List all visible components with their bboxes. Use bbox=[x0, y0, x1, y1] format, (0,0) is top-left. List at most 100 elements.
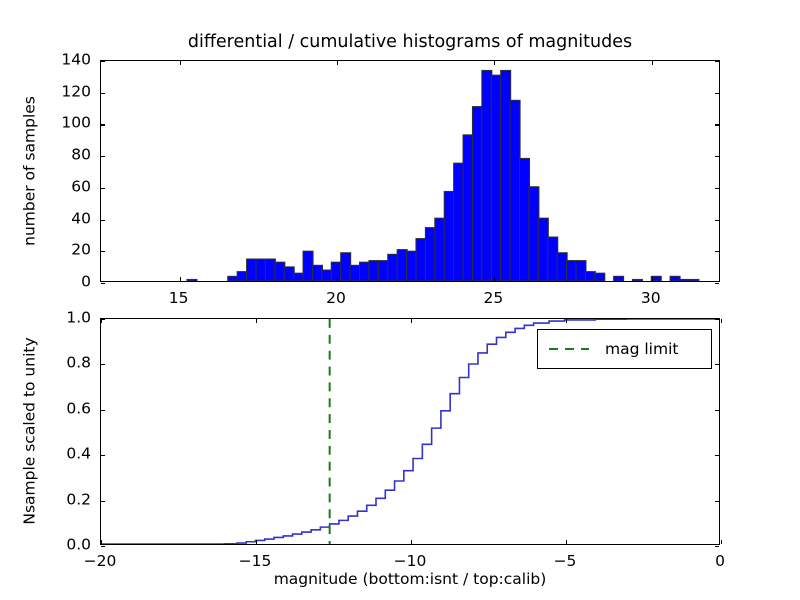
legend-label-mag-limit: mag limit bbox=[605, 340, 679, 358]
histogram-bar bbox=[274, 261, 286, 281]
x-tick-top-axis bbox=[179, 61, 181, 65]
bottom-x-axis-label: magnitude (bottom:isnt / top:calib) bbox=[273, 570, 547, 588]
x-tick-label: 20 bbox=[326, 289, 346, 307]
histogram-bar bbox=[434, 217, 446, 281]
x-tick-top-axis bbox=[651, 61, 653, 65]
y-tick-label: 100 bbox=[61, 113, 91, 132]
histogram-bar bbox=[613, 275, 625, 281]
bottom-plot-area bbox=[101, 319, 719, 544]
y-tick-label: 40 bbox=[71, 208, 91, 227]
histogram-bar bbox=[650, 275, 662, 281]
histogram-bar bbox=[471, 106, 483, 281]
histogram-bar bbox=[321, 269, 333, 281]
x-tick-bottom-axis bbox=[494, 277, 496, 281]
x-tick-bottom-axis bbox=[337, 277, 339, 281]
x-tick-top-axis bbox=[101, 319, 103, 323]
x-tick-label: 30 bbox=[640, 289, 661, 307]
histogram-bar bbox=[227, 275, 239, 281]
figure-title: differential / cumulative histograms of … bbox=[187, 32, 633, 52]
histogram-bar bbox=[246, 258, 258, 281]
x-tick-label: −10 bbox=[393, 552, 427, 570]
y-tick-left-axis bbox=[101, 124, 105, 126]
y-tick-label: 20 bbox=[71, 240, 91, 259]
cumulative-step-line bbox=[101, 319, 719, 544]
histogram-bar bbox=[264, 258, 276, 281]
y-tick-right-axis bbox=[715, 319, 719, 321]
histogram-bar bbox=[537, 217, 549, 281]
y-tick-left-axis bbox=[101, 219, 105, 221]
histogram-bar bbox=[678, 278, 691, 281]
y-tick-right-axis bbox=[715, 187, 719, 189]
y-tick-label: 120 bbox=[61, 81, 91, 100]
top-plot-area bbox=[101, 61, 719, 281]
histogram-bar bbox=[424, 227, 436, 281]
histogram-bar bbox=[688, 278, 700, 281]
x-tick-top-axis bbox=[566, 319, 568, 323]
histogram-bar bbox=[236, 271, 248, 281]
legend: mag limit bbox=[537, 329, 712, 369]
histogram-bars bbox=[186, 69, 700, 281]
histogram-bar bbox=[283, 266, 295, 281]
histogram-bar bbox=[186, 278, 198, 281]
x-tick-top-axis bbox=[411, 319, 413, 323]
histogram-bar bbox=[500, 69, 512, 281]
y-tick-label: 80 bbox=[71, 145, 91, 164]
y-tick-label: 0 bbox=[81, 272, 91, 291]
histogram-bar bbox=[490, 74, 502, 281]
histogram-bar bbox=[255, 258, 267, 281]
histogram-bar bbox=[556, 252, 568, 281]
histogram-bar bbox=[415, 238, 427, 281]
histogram-bar bbox=[509, 99, 521, 281]
histogram-bar bbox=[311, 264, 323, 281]
histogram-bar bbox=[443, 190, 455, 281]
y-tick-left-axis bbox=[101, 92, 105, 94]
x-tick-bottom-axis bbox=[256, 540, 258, 544]
histogram-bar bbox=[594, 272, 606, 281]
histogram-bar bbox=[406, 250, 418, 281]
histogram-bar bbox=[575, 260, 587, 281]
histogram-bar bbox=[358, 261, 371, 281]
x-tick-top-axis bbox=[494, 61, 496, 65]
bottom-y-axis-label: Nsample scaled to unity bbox=[20, 337, 39, 525]
histogram-bar bbox=[481, 69, 493, 281]
y-tick-right-axis bbox=[715, 156, 719, 158]
x-tick-bottom-axis bbox=[179, 277, 181, 281]
histogram-bar bbox=[547, 236, 559, 281]
histogram-bar bbox=[453, 162, 465, 281]
y-tick-label: 0.6 bbox=[66, 399, 91, 418]
x-tick-label: 15 bbox=[168, 289, 189, 307]
histogram-bar bbox=[377, 260, 389, 281]
y-tick-right-axis bbox=[715, 251, 719, 253]
histogram-bar bbox=[302, 250, 314, 281]
histogram-bar bbox=[396, 249, 408, 281]
y-tick-right-axis bbox=[715, 364, 719, 366]
histogram-bar bbox=[584, 271, 596, 281]
legend-dashed-line-icon bbox=[549, 348, 589, 350]
histogram-bar bbox=[528, 186, 540, 281]
y-tick-label: 0.2 bbox=[66, 489, 91, 508]
histogram-bar bbox=[669, 275, 681, 281]
x-tick-label: 25 bbox=[483, 289, 504, 307]
y-tick-label: 140 bbox=[61, 50, 91, 69]
x-tick-label: −20 bbox=[83, 552, 117, 570]
y-tick-label: 60 bbox=[71, 177, 91, 196]
x-tick-bottom-axis bbox=[101, 540, 103, 544]
x-tick-label: 0 bbox=[715, 552, 725, 570]
y-tick-left-axis bbox=[101, 251, 105, 253]
x-tick-bottom-axis bbox=[651, 277, 653, 281]
y-tick-right-axis bbox=[715, 283, 719, 285]
histogram-bar bbox=[349, 264, 361, 281]
x-tick-bottom-axis bbox=[566, 540, 568, 544]
y-tick-right-axis bbox=[715, 546, 719, 548]
y-tick-right-axis bbox=[715, 500, 719, 502]
x-tick-bottom-axis bbox=[411, 540, 413, 544]
y-tick-left-axis bbox=[101, 546, 105, 548]
y-tick-left-axis bbox=[101, 409, 105, 411]
y-tick-left-axis bbox=[101, 364, 105, 366]
x-tick-top-axis bbox=[337, 61, 339, 65]
cumulative-curve bbox=[101, 319, 719, 544]
y-tick-label: 0.0 bbox=[66, 535, 91, 554]
x-tick-top-axis bbox=[256, 319, 258, 323]
histogram-bar bbox=[518, 157, 531, 281]
